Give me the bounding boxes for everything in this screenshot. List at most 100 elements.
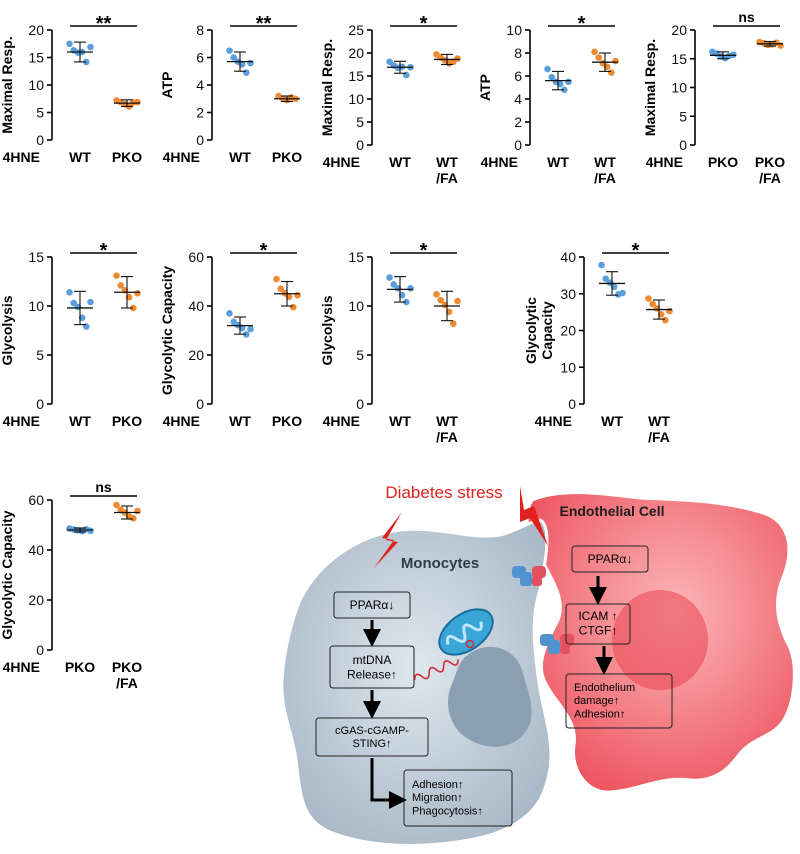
significance-label: * xyxy=(260,240,268,262)
data-point xyxy=(619,289,626,297)
data-point xyxy=(83,58,90,66)
y-tick-label: 4 xyxy=(514,91,522,107)
x-category-label: WT xyxy=(389,154,411,170)
data-point xyxy=(454,55,461,62)
chart-panel-8: 0 5 10 15 Glycolysis 4HNE WT WT/FA * xyxy=(319,240,461,445)
y-tick-label: 0 xyxy=(36,642,44,658)
data-point xyxy=(277,285,285,293)
row-label: 4HNE xyxy=(535,413,572,429)
x-category-label: WT/FA xyxy=(436,413,458,445)
monocyte-nucleus xyxy=(448,646,532,747)
row-label: 4HNE xyxy=(481,154,518,170)
data-point xyxy=(243,69,250,76)
y-tick-label: 0 xyxy=(196,132,204,148)
endothelial-title: Endothelial Cell xyxy=(559,503,664,519)
y-tick-label: 10 xyxy=(28,77,44,93)
endo-box-text: PPARα↓ xyxy=(588,552,633,566)
mono-box-text: cGAS-cGAMP-STING↑ xyxy=(335,725,409,750)
mono-box-text: PPARα↓ xyxy=(350,598,395,612)
x-category-label: PKO xyxy=(112,413,142,429)
x-category-label: WT xyxy=(229,149,251,165)
data-point xyxy=(437,296,445,304)
data-point xyxy=(247,325,254,333)
y-tick-label: 5 xyxy=(36,347,44,363)
y-tick-label: 8 xyxy=(196,22,204,38)
data-point xyxy=(602,275,609,282)
endo-box-text: ICAM ↑ CTGF↑ xyxy=(578,609,617,637)
x-category-label: PKO xyxy=(65,659,95,675)
x-category-label: PKO xyxy=(272,149,302,165)
y-axis-label: Maximal Resp. xyxy=(0,36,15,133)
data-point xyxy=(87,527,94,535)
y-tick-label: 6 xyxy=(514,68,522,84)
data-point xyxy=(87,43,94,51)
y-axis-label: Glycolytic Capacity xyxy=(159,266,175,395)
data-point xyxy=(666,307,673,315)
y-tick-label: 20 xyxy=(188,347,204,363)
data-point xyxy=(390,281,398,288)
data-point xyxy=(226,310,233,317)
y-tick-label: 10 xyxy=(560,359,576,375)
y-tick-label: 20 xyxy=(28,22,44,38)
mitochondrion-icon xyxy=(438,608,494,656)
y-tick-label: 15 xyxy=(28,249,44,265)
chart-panel-5: 0 5 10 15 20 Maximal Resp. 4HNE PKO PKO/FA ns xyxy=(642,9,785,186)
data-point xyxy=(403,298,410,306)
y-tick-label: 10 xyxy=(348,298,364,314)
data-point xyxy=(226,47,233,54)
row-label: 4HNE xyxy=(3,659,40,675)
data-point xyxy=(662,316,669,324)
significance-label: * xyxy=(420,13,428,35)
data-point xyxy=(548,73,555,81)
data-point xyxy=(407,285,414,292)
receptor-pair-icon xyxy=(512,566,546,586)
y-tick-label: 2 xyxy=(514,114,522,130)
data-point xyxy=(243,331,250,338)
y-tick-label: 60 xyxy=(188,249,204,265)
y-tick-label: 0 xyxy=(356,396,364,412)
y-tick-label: 5 xyxy=(679,108,687,124)
y-tick-label: 2 xyxy=(196,105,204,121)
chart-panel-2: 0 2 4 6 8 ATP 4HNE WT PKO ** xyxy=(159,13,302,165)
y-tick-label: 15 xyxy=(348,249,364,265)
significance-label: * xyxy=(632,240,640,262)
y-tick-label: 25 xyxy=(348,22,364,38)
data-point xyxy=(130,514,137,522)
y-axis-label: ATP xyxy=(477,74,493,101)
endo-box-text: Endothelium damage↑ Adhesion↑ xyxy=(574,682,635,720)
row-label: 4HNE xyxy=(163,413,200,429)
data-point xyxy=(612,57,619,65)
data-point xyxy=(113,272,120,279)
significance-label: * xyxy=(420,240,428,262)
flow-arrow-elbow xyxy=(370,758,407,809)
chart-panel-9: 0 10 20 30 40 GlycolyticCapacity 4HNE WT WT/FA * xyxy=(523,240,673,445)
data-point xyxy=(66,40,73,48)
data-point xyxy=(544,65,551,73)
row-label: 4HNE xyxy=(646,154,683,170)
monocyte-cell-shape xyxy=(280,518,553,847)
significance-label: ** xyxy=(256,13,272,35)
y-tick-label: 10 xyxy=(28,298,44,314)
data-point xyxy=(134,98,141,106)
endo-box-icam: ICAM ↑ CTGF↑ xyxy=(565,603,631,645)
y-axis-label: GlycolyticCapacity xyxy=(523,297,555,364)
data-point xyxy=(608,69,615,76)
mono-box-outcomes: Adhesion↑ Migration↑ Phagocytosis↑ xyxy=(403,769,513,827)
y-tick-label: 0 xyxy=(568,396,576,412)
y-tick-label: 0 xyxy=(514,137,522,153)
x-category-label: PKO xyxy=(708,154,738,170)
data-point xyxy=(113,501,120,509)
y-tick-label: 20 xyxy=(671,22,687,38)
y-tick-label: 15 xyxy=(28,50,44,66)
y-tick-label: 5 xyxy=(356,114,364,130)
lightning-bolt-icon xyxy=(374,512,402,568)
y-axis-label: ATP xyxy=(159,72,175,99)
x-category-label: PKO xyxy=(272,413,302,429)
mono-box-sting: cGAS-cGAMP-STING↑ xyxy=(315,717,429,757)
y-tick-label: 8 xyxy=(514,45,522,61)
y-tick-label: 0 xyxy=(679,137,687,153)
y-tick-label: 0 xyxy=(356,137,364,153)
y-tick-label: 20 xyxy=(560,323,576,339)
